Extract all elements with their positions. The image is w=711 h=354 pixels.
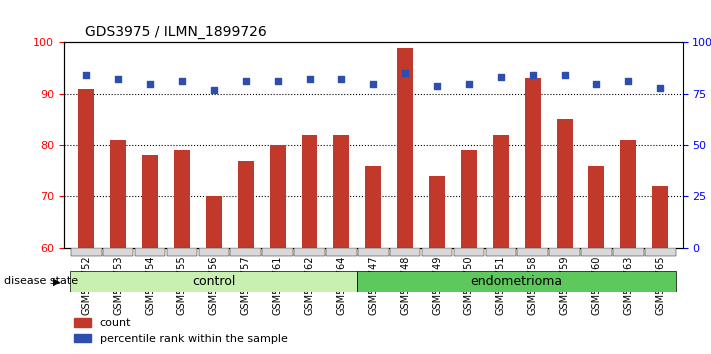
Point — [495, 75, 506, 80]
Point — [432, 83, 443, 88]
FancyBboxPatch shape — [103, 248, 134, 256]
Text: ▶: ▶ — [53, 276, 61, 286]
Point — [591, 81, 602, 86]
FancyBboxPatch shape — [645, 248, 675, 256]
FancyBboxPatch shape — [70, 271, 358, 292]
FancyBboxPatch shape — [358, 271, 676, 292]
FancyBboxPatch shape — [230, 248, 261, 256]
Point — [527, 73, 538, 78]
FancyBboxPatch shape — [486, 248, 516, 256]
Bar — [206, 196, 222, 248]
FancyBboxPatch shape — [550, 248, 580, 256]
FancyBboxPatch shape — [581, 248, 611, 256]
FancyBboxPatch shape — [358, 248, 389, 256]
Point — [176, 79, 188, 84]
Bar — [461, 150, 477, 248]
FancyBboxPatch shape — [135, 248, 166, 256]
Point — [400, 70, 411, 76]
Bar — [365, 166, 381, 248]
FancyBboxPatch shape — [613, 248, 643, 256]
FancyBboxPatch shape — [390, 248, 420, 256]
Bar — [269, 145, 286, 248]
Text: control: control — [192, 275, 235, 288]
Point — [304, 76, 315, 82]
Bar — [493, 135, 509, 248]
Point — [272, 79, 283, 84]
FancyBboxPatch shape — [518, 248, 548, 256]
Text: GDS3975 / ILMN_1899726: GDS3975 / ILMN_1899726 — [85, 25, 267, 39]
Point — [144, 81, 156, 86]
Bar — [557, 120, 572, 248]
Bar — [333, 135, 349, 248]
Bar — [110, 140, 126, 248]
FancyBboxPatch shape — [198, 248, 229, 256]
FancyBboxPatch shape — [326, 248, 357, 256]
Bar — [525, 79, 540, 248]
FancyBboxPatch shape — [454, 248, 484, 256]
Bar — [142, 155, 158, 248]
FancyBboxPatch shape — [166, 248, 197, 256]
Bar — [429, 176, 445, 248]
Bar — [78, 89, 95, 248]
Point — [464, 81, 475, 86]
Bar — [589, 166, 604, 248]
FancyBboxPatch shape — [262, 248, 293, 256]
Bar — [397, 47, 413, 248]
Legend: count, percentile rank within the sample: count, percentile rank within the sample — [70, 314, 292, 348]
Point — [208, 87, 220, 92]
Bar — [621, 140, 636, 248]
Point — [623, 79, 634, 84]
Point — [559, 73, 570, 78]
Bar — [174, 150, 190, 248]
Point — [80, 73, 92, 78]
Text: endometrioma: endometrioma — [471, 275, 563, 288]
Point — [240, 79, 252, 84]
Bar — [301, 135, 318, 248]
FancyBboxPatch shape — [294, 248, 325, 256]
Bar — [237, 161, 254, 248]
FancyBboxPatch shape — [422, 248, 452, 256]
Bar — [652, 186, 668, 248]
Point — [655, 85, 666, 91]
Point — [368, 81, 379, 86]
FancyBboxPatch shape — [71, 248, 102, 256]
Point — [336, 76, 347, 82]
Text: disease state: disease state — [4, 276, 77, 286]
Point — [112, 76, 124, 82]
